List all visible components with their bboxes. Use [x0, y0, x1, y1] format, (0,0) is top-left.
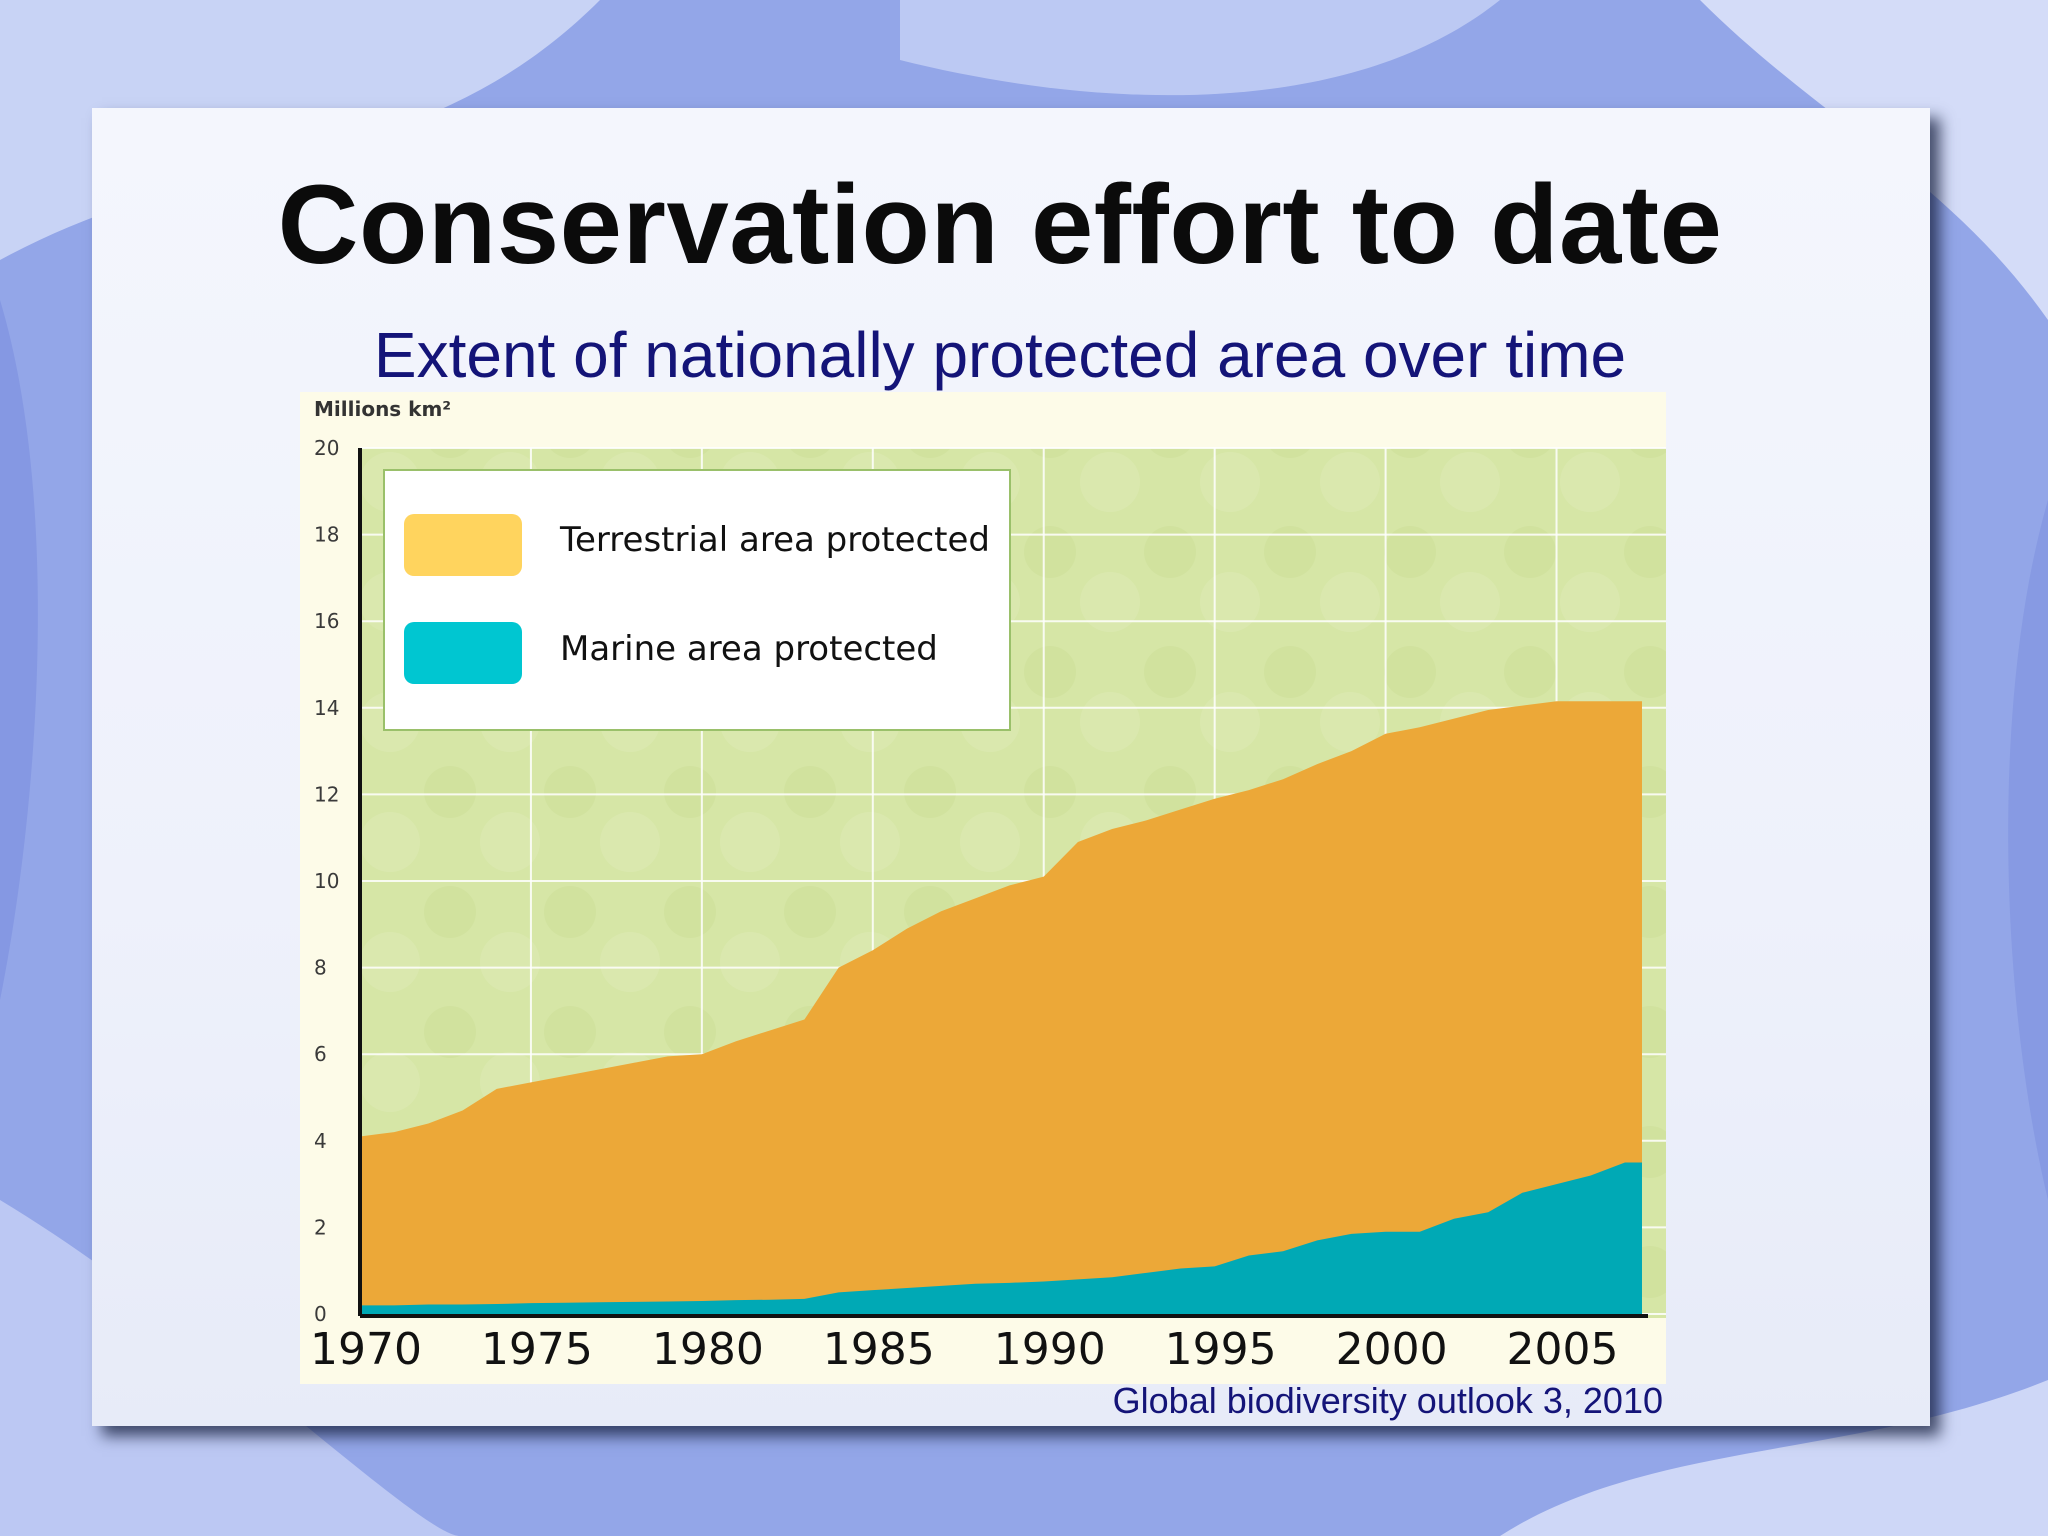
y-tick-label: 14	[314, 696, 339, 720]
source-citation: Global biodiversity outlook 3, 2010	[1112, 1380, 1663, 1421]
area-marine	[360, 1162, 1642, 1314]
y-tick-label: 18	[314, 523, 339, 547]
x-axis-ticks: 1970 1975 1980 1985 1990 1995 2000 2005	[310, 1324, 1619, 1375]
x-tick-label: 1990	[994, 1324, 1106, 1375]
area-terrestrial	[360, 701, 1642, 1314]
legend: Terrestrial area protected Marine area p…	[383, 469, 1011, 731]
y-tick-label: 4	[314, 1129, 327, 1153]
x-tick-label: 2005	[1507, 1324, 1619, 1375]
axes	[358, 448, 1648, 1318]
y-axis-label: Millions km²	[314, 397, 451, 421]
y-tick-label: 8	[314, 956, 327, 980]
y-tick-label: 10	[314, 869, 339, 893]
y-tick-label: 12	[314, 782, 339, 806]
x-tick-label: 1985	[823, 1324, 935, 1375]
slide-title: Conservation effort to date	[277, 162, 1723, 287]
legend-label-marine: Marine area protected	[560, 629, 938, 669]
legend-swatch-marine	[404, 622, 522, 684]
y-tick-label: 6	[314, 1042, 327, 1066]
y-tick-label: 20	[314, 436, 339, 460]
area-series	[360, 701, 1642, 1314]
chart-figure: 0 2 4 6 8 10 12 14 16 18 20 1970 1975 1980 1985 1990 19…	[300, 392, 1666, 1384]
x-tick-label: 1970	[310, 1324, 422, 1375]
x-tick-label: 2000	[1336, 1324, 1448, 1375]
x-tick-label: 1980	[652, 1324, 764, 1375]
legend-label-terrestrial: Terrestrial area protected	[559, 520, 990, 560]
legend-box	[383, 469, 1011, 731]
x-tick-label: 1995	[1165, 1324, 1277, 1375]
y-tick-label: 0	[314, 1302, 327, 1326]
y-axis-ticks: 0 2 4 6 8 10 12 14 16 18 20	[314, 436, 339, 1326]
slide-subtitle: Extent of nationally protected area over…	[373, 319, 1627, 391]
x-tick-label: 1975	[481, 1324, 593, 1375]
y-tick-label: 16	[314, 609, 339, 633]
legend-swatch-terrestrial	[404, 514, 522, 576]
y-tick-label: 2	[314, 1215, 327, 1239]
